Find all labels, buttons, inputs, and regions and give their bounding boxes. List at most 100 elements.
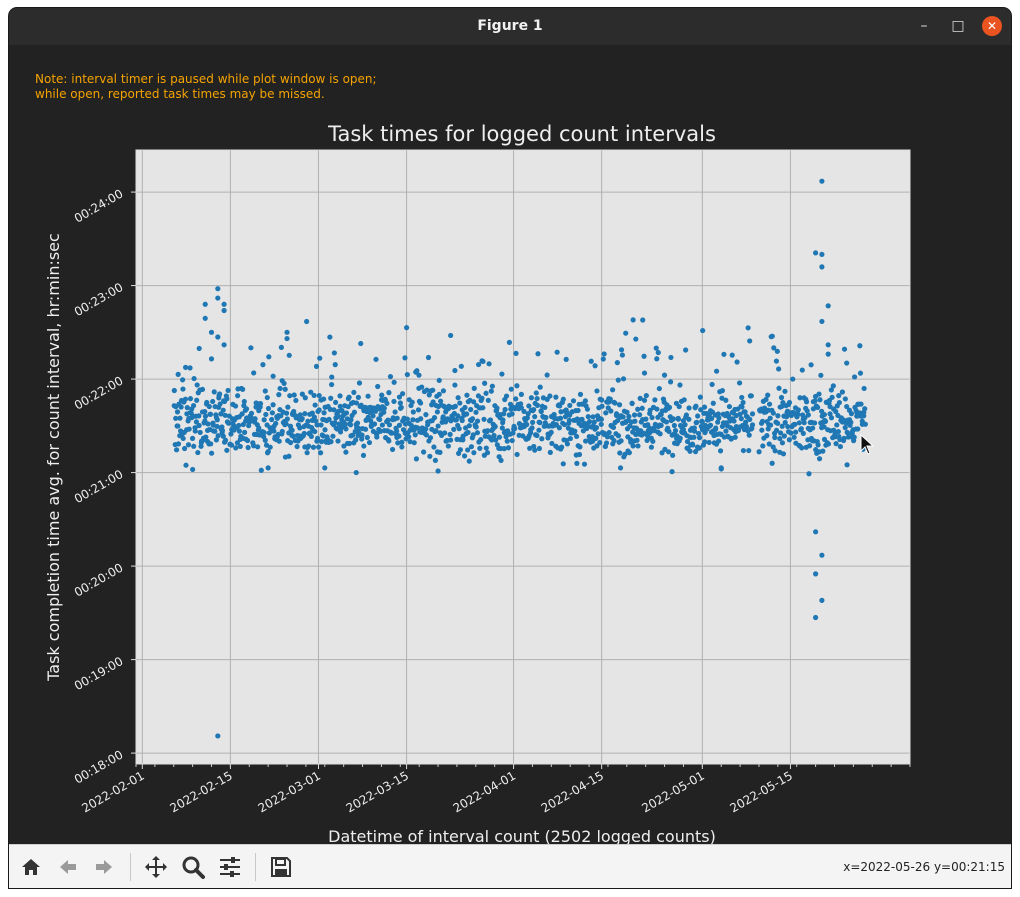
plot-area[interactable]: [136, 150, 910, 764]
data-point: [585, 414, 591, 420]
data-point: [195, 449, 201, 456]
data-point: [197, 429, 203, 436]
data-point: [364, 434, 370, 441]
data-point: [480, 405, 486, 411]
data-point: [384, 400, 390, 406]
data-point: [193, 419, 200, 425]
data-point: [743, 419, 749, 425]
data-point: [624, 409, 630, 415]
data-point: [177, 415, 183, 421]
data-point: [502, 406, 508, 413]
data-point: [339, 407, 345, 414]
data-points: [171, 178, 869, 739]
data-point: [518, 401, 524, 407]
data-point: [503, 393, 510, 399]
title-bar[interactable]: Figure 1 – □ ✕: [9, 8, 1011, 46]
forward-arrow-icon[interactable]: [90, 853, 118, 881]
data-point: [556, 425, 562, 431]
data-point: [716, 415, 722, 421]
data-point: [683, 412, 690, 418]
close-button[interactable]: ✕: [982, 16, 1002, 36]
data-point: [613, 411, 620, 417]
data-point: [592, 363, 598, 369]
home-icon[interactable]: [17, 853, 45, 881]
save-icon[interactable]: [267, 853, 295, 881]
data-point: [392, 409, 398, 415]
data-point: [554, 349, 560, 355]
data-point: [549, 440, 555, 447]
data-point: [346, 394, 352, 400]
data-point: [213, 437, 219, 443]
data-point: [358, 340, 364, 347]
data-point: [543, 414, 549, 421]
data-point: [783, 414, 790, 420]
data-point: [657, 431, 663, 437]
data-point: [261, 429, 267, 436]
data-point: [782, 388, 788, 394]
data-point: [504, 438, 510, 444]
data-point: [791, 434, 797, 440]
data-point: [255, 444, 261, 450]
data-point: [539, 436, 545, 442]
data-point: [844, 360, 850, 366]
data-point: [471, 450, 477, 456]
data-point: [436, 377, 442, 384]
data-point: [359, 436, 365, 442]
data-point: [815, 442, 821, 448]
data-point: [558, 409, 564, 415]
data-point: [641, 353, 647, 359]
data-point: [694, 419, 700, 425]
data-point: [225, 387, 231, 394]
minimize-button[interactable]: –: [920, 18, 928, 34]
data-point: [181, 445, 188, 452]
data-point: [533, 390, 539, 396]
data-point: [252, 416, 258, 422]
data-point: [322, 427, 328, 433]
data-point: [360, 452, 367, 458]
zoom-icon[interactable]: [179, 853, 207, 881]
data-point: [538, 408, 544, 415]
data-point: [342, 421, 349, 428]
data-point: [776, 385, 782, 391]
data-point: [595, 431, 601, 437]
data-point: [526, 403, 532, 409]
data-point: [738, 416, 744, 422]
configure-subplots-icon[interactable]: [216, 853, 244, 881]
data-point: [818, 372, 824, 378]
data-point: [265, 465, 271, 471]
figure-canvas[interactable]: Note: interval timer is paused while plo…: [9, 45, 1011, 844]
data-point: [219, 427, 226, 434]
data-point: [387, 373, 394, 380]
x-axis-label: Datetime of interval count (2502 logged …: [328, 827, 716, 844]
data-point: [221, 301, 227, 307]
data-point: [652, 397, 658, 403]
maximize-button[interactable]: □: [951, 18, 965, 34]
data-point: [828, 415, 835, 421]
data-point: [822, 418, 829, 424]
data-point: [726, 403, 733, 410]
data-point: [739, 394, 745, 401]
data-point: [577, 444, 583, 450]
data-point: [264, 394, 270, 401]
scatter-chart[interactable]: Note: interval timer is paused while plo…: [9, 45, 1011, 844]
data-point: [775, 413, 781, 419]
data-point: [529, 425, 535, 431]
data-point: [394, 415, 400, 421]
data-point: [816, 456, 823, 462]
back-arrow-icon[interactable]: [54, 853, 82, 881]
data-point: [534, 402, 541, 408]
pan-icon[interactable]: [142, 853, 170, 881]
data-point: [710, 400, 716, 406]
data-point: [243, 406, 250, 412]
data-point: [473, 424, 479, 430]
data-point: [286, 453, 292, 459]
data-point: [180, 386, 186, 392]
data-point: [792, 421, 798, 427]
data-point: [564, 441, 571, 447]
data-point: [435, 423, 441, 429]
data-point: [284, 416, 290, 422]
data-point: [542, 404, 548, 411]
data-point: [256, 425, 262, 431]
data-point: [317, 355, 323, 361]
data-point: [327, 334, 333, 340]
